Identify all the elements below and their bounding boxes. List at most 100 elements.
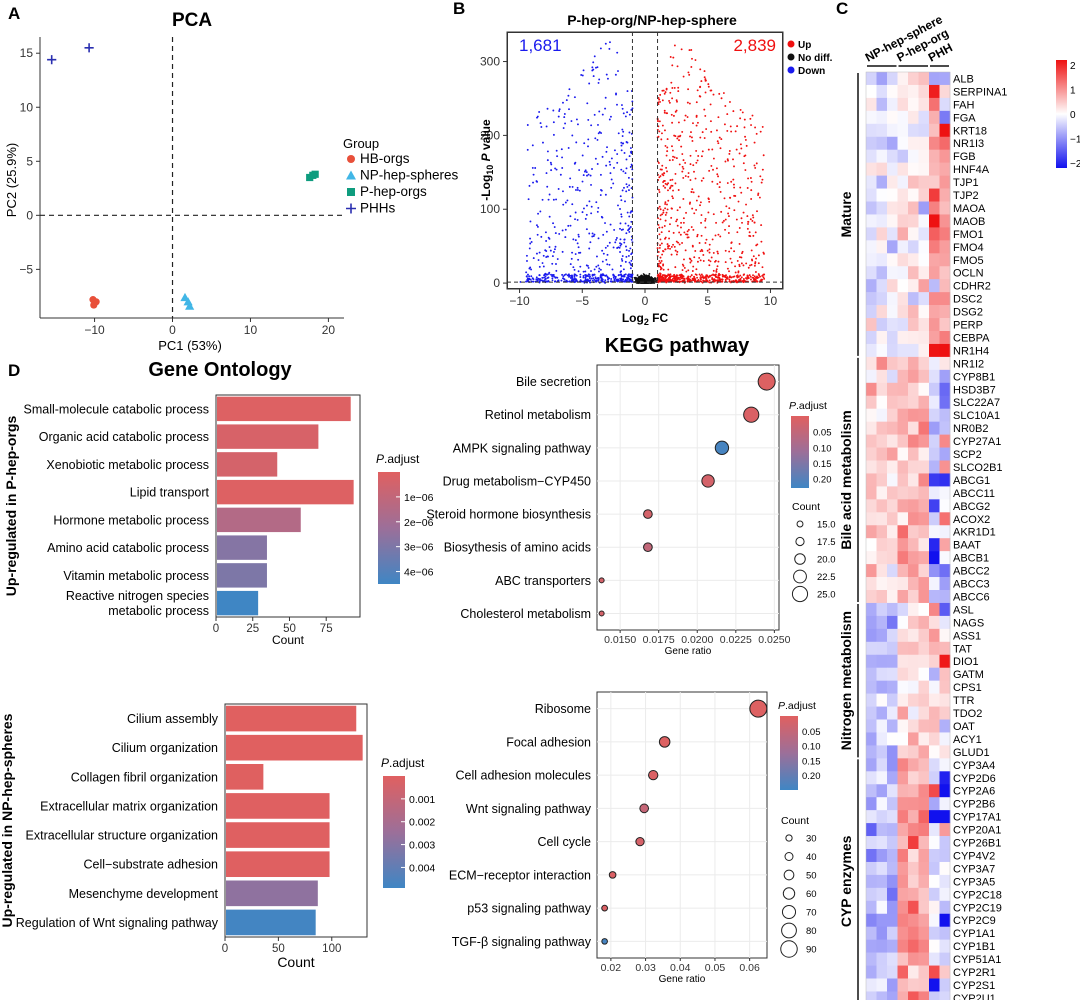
heatmap-cell: [897, 110, 909, 125]
panel-label-d: D: [8, 361, 20, 380]
volcano-point-up: [738, 242, 741, 245]
volcano-point-down: [551, 279, 554, 282]
heatmap-cell: [876, 84, 888, 99]
volcano-point-down: [608, 263, 611, 266]
volcano-point-up: [716, 173, 719, 176]
volcano-point-up: [671, 149, 674, 152]
volcano-point-up: [704, 78, 707, 81]
heatmap-cell: [939, 887, 951, 902]
heatmap-cell: [887, 758, 898, 772]
volcano-point-down: [606, 253, 609, 256]
pca-point-np-hep-spheres: [185, 301, 195, 310]
volcano-point-up: [659, 266, 662, 269]
volcano-point-up: [664, 129, 666, 132]
volcano-point-down: [538, 274, 541, 277]
volcano-point-down: [609, 223, 612, 226]
heatmap-cell: [918, 913, 930, 927]
volcano-point-up: [693, 212, 696, 215]
heatmap-cell: [876, 266, 888, 280]
heatmap-cell: [897, 887, 909, 902]
heatmap-cell: [908, 784, 919, 798]
volcano-legend-key: [787, 40, 795, 48]
heatmap-gene-label: MAOA: [953, 203, 986, 215]
heatmap-cell: [866, 369, 877, 384]
heatmap-gene-label: OCLN: [953, 268, 984, 280]
volcano-point-down: [619, 227, 621, 230]
heatmap-cell: [939, 874, 951, 889]
heatmap-cell: [929, 861, 940, 876]
volcano-point-down: [583, 142, 586, 145]
heatmap-cell: [929, 123, 940, 138]
heatmap-cell: [876, 771, 888, 785]
heatmap-cell: [918, 564, 930, 578]
heatmap-cell: [876, 952, 888, 966]
volcano-point-up: [658, 120, 661, 123]
volcano-point-up: [688, 202, 691, 205]
heatmap-cell: [887, 991, 898, 1000]
kegg-p-dot: [598, 577, 605, 584]
heatmap-gene-label: ABCC2: [953, 566, 990, 578]
volcano-point-up: [661, 213, 664, 216]
volcano-point-up: [746, 227, 749, 230]
volcano-point-up: [700, 276, 703, 279]
volcano-point-down: [551, 262, 554, 265]
kegg-np-legend-colorbar: [780, 716, 798, 790]
volcano-point-down: [536, 116, 538, 119]
volcano-point-up: [659, 218, 662, 221]
heatmap-cell: [929, 577, 940, 591]
volcano-legend-key: [787, 66, 795, 74]
volcano-point-up: [698, 273, 701, 276]
heatmap-cell: [908, 719, 919, 733]
heatmap-gene-label: BAAT: [953, 540, 981, 552]
heatmap-cell: [887, 447, 898, 461]
volcano-point-up: [671, 158, 674, 161]
kegg-p-x-tick-label: 0.0225: [720, 634, 752, 646]
heatmap-cell: [929, 343, 940, 358]
heatmap-cell: [866, 84, 877, 99]
heatmap-cell: [929, 188, 940, 202]
volcano-point-up: [745, 144, 748, 147]
volcano-point-down: [528, 275, 531, 278]
kegg-np-size-legend-label: 90: [806, 945, 817, 956]
volcano-point-up: [759, 280, 762, 282]
volcano-point-up: [663, 172, 666, 175]
heatmap-cell: [908, 732, 919, 746]
heatmap-gene-label: ABCC11: [953, 488, 995, 500]
heatmap-gene-label: ABCC3: [953, 579, 990, 591]
volcano-point-down: [626, 90, 629, 93]
heatmap-cell: [887, 343, 898, 358]
volcano-point-down: [585, 204, 588, 207]
heatmap-cell: [908, 965, 919, 979]
volcano-point-down: [628, 279, 631, 282]
volcano-point-up: [697, 195, 700, 198]
heatmap-cell: [887, 266, 898, 280]
volcano-point-down: [571, 251, 574, 254]
volcano-point-down: [525, 275, 528, 278]
volcano-point-up: [696, 233, 699, 236]
heatmap-cell: [897, 874, 909, 889]
volcano-point-down: [585, 228, 588, 231]
kegg-np-dot: [749, 699, 768, 718]
volcano-point-up: [668, 99, 671, 102]
heatmap-cell: [887, 706, 898, 720]
heatmap-gene-label: ALB: [953, 73, 974, 85]
volcano-point-down: [620, 144, 623, 147]
volcano-y-tick-label: 100: [480, 202, 500, 216]
volcano-point-down: [600, 189, 603, 192]
volcano-point-up: [740, 217, 743, 220]
heatmap-cell: [897, 460, 909, 474]
volcano-point-up: [659, 261, 662, 264]
heatmap-gene-label: GATM: [953, 669, 984, 681]
heatmap-cell: [887, 279, 898, 293]
heatmap-cell: [908, 395, 919, 409]
volcano-point-up: [659, 100, 661, 103]
panel-label-c: C: [836, 0, 848, 18]
heatmap-gene-label: HNF4A: [953, 164, 990, 176]
heatmap-cell: [918, 512, 930, 526]
heatmap-cell: [908, 926, 919, 940]
heatmap-cell: [876, 460, 888, 474]
volcano-point-up: [678, 135, 681, 138]
heatmap-cell: [908, 201, 919, 215]
heatmap-gene-label: TJP1: [953, 177, 979, 189]
heatmap-colorbar-label: 2: [1070, 61, 1076, 72]
